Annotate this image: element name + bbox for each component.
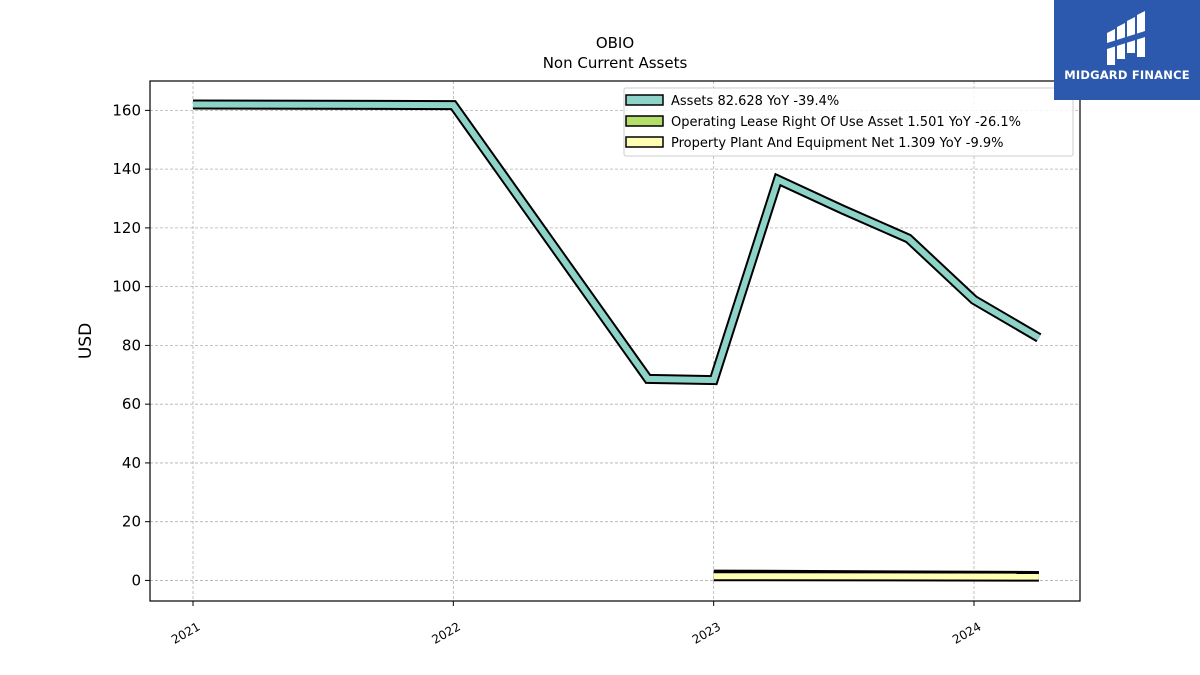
legend: Assets 82.628 YoY -39.4% Operating Lease … — [623, 87, 1074, 157]
legend-swatch-0 — [625, 94, 664, 106]
logo-mark-icon — [1107, 11, 1145, 65]
legend-swatch-1 — [625, 115, 664, 127]
series-layer — [192, 99, 1042, 582]
legend-label-2: Property Plant And Equipment Net 1.309 Y… — [671, 136, 1004, 151]
plot-frame — [149, 80, 1081, 602]
x-tick-label: 2024 — [950, 619, 983, 646]
x-tick-label: 2021 — [169, 619, 202, 646]
y-tick-label: 140 — [112, 160, 141, 178]
y-tick-label: 120 — [112, 219, 141, 237]
legend-label-1: Operating Lease Right Of Use Asset 1.501… — [671, 115, 1021, 130]
x-tick-label: 2023 — [690, 619, 723, 646]
grid — [150, 81, 1080, 601]
logo-text: MIDGARD FINANCE — [1064, 68, 1190, 82]
y-tick-label: 80 — [122, 336, 141, 354]
y-tick-label: 20 — [122, 513, 141, 531]
series-line-0 — [192, 101, 1041, 384]
chart-subtitle: Non Current Assets — [543, 54, 688, 72]
y-axis-label: USD — [76, 323, 96, 359]
midgard-finance-logo: MIDGARD FINANCE — [1054, 0, 1200, 100]
y-tick-label: 160 — [112, 101, 141, 119]
axes: 0 20 40 60 80 100 120 140 160 2021 2022 2023 2024 — [112, 101, 983, 646]
legend-box — [623, 87, 1074, 157]
y-tick-label: 60 — [122, 395, 141, 413]
y-tick-label: 100 — [112, 278, 141, 296]
y-tick-label: 40 — [122, 454, 141, 472]
legend-label-0: Assets 82.628 YoY -39.4% — [671, 94, 839, 109]
chart-title: OBIO — [596, 34, 634, 52]
x-tick-label: 2022 — [429, 619, 462, 646]
legend-swatch-2 — [625, 136, 664, 148]
y-tick-label: 0 — [131, 571, 141, 589]
